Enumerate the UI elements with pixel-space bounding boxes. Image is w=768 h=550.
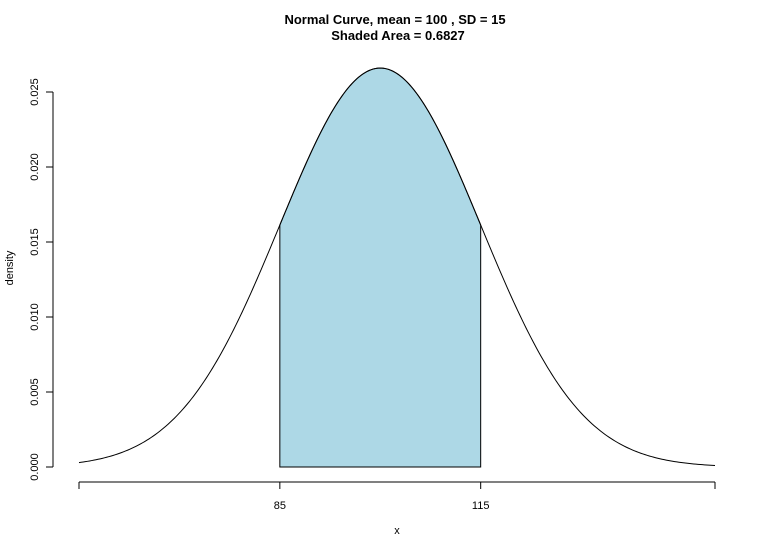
y-tick-label: 0.010 [29,303,41,331]
y-axis: 0.000 0.005 0.010 0.015 0.020 0.025 [29,78,54,481]
x-axis-label: x [394,525,400,537]
density-curve [78,67,716,466]
x-tick-label: 115 [472,500,490,512]
x-tick-label: 85 [274,500,286,512]
x-axis: 85 115 [78,481,716,512]
y-tick-label: 0.005 [29,378,41,406]
chart-subtitle: Shaded Area = 0.6827 [331,28,465,43]
y-axis-label: density [4,250,16,285]
y-tick-label: 0.025 [29,78,41,106]
y-tick-label: 0.020 [29,153,41,181]
y-tick-label: 0.015 [29,228,41,256]
chart-title: Normal Curve, mean = 100 , SD = 15 [284,12,505,27]
shaded-area [279,67,482,468]
y-tick-label: 0.000 [29,453,41,481]
